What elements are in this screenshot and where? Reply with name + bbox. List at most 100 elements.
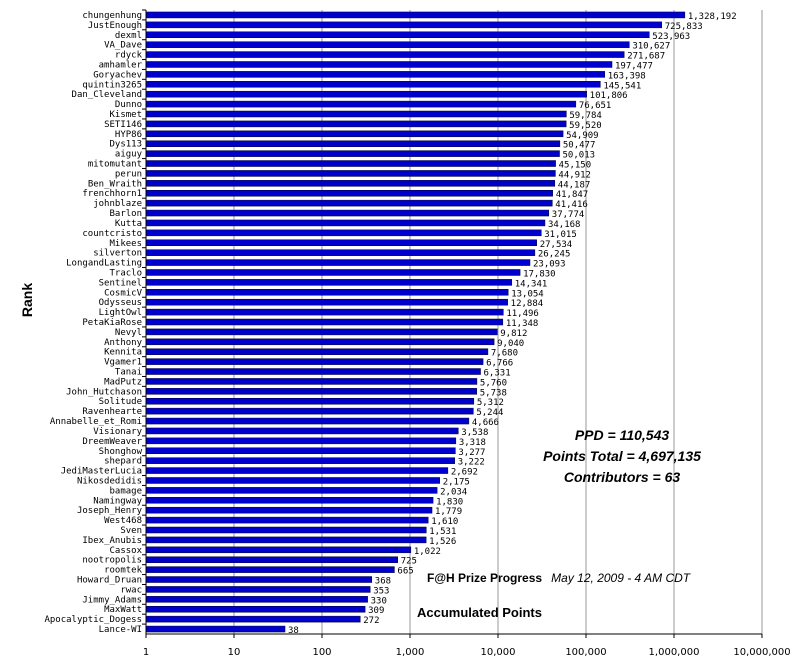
bar bbox=[145, 71, 606, 78]
value-label: 59,784 bbox=[569, 111, 602, 121]
category-label: LightOwl bbox=[99, 308, 142, 318]
bar bbox=[145, 467, 449, 474]
bar bbox=[145, 259, 531, 266]
category-label: Traclo bbox=[109, 268, 142, 278]
bar bbox=[145, 31, 650, 39]
value-label: 1,328,192 bbox=[688, 12, 737, 22]
bar bbox=[145, 130, 564, 138]
category-label: MaxWatt bbox=[104, 605, 142, 615]
category-label: Ibex_Anubis bbox=[82, 536, 142, 546]
category-label: CosmicV bbox=[104, 288, 143, 298]
bar bbox=[145, 497, 434, 504]
value-label: 54,909 bbox=[566, 131, 599, 141]
category-label: Ben_Wraith bbox=[88, 179, 142, 189]
bar bbox=[145, 407, 474, 415]
category-label: Sentinel bbox=[99, 278, 142, 288]
category-label: johnblaze bbox=[93, 199, 142, 209]
bar bbox=[145, 120, 567, 128]
bar bbox=[145, 536, 427, 544]
value-label: 330 bbox=[371, 596, 387, 606]
annotation-points-total: Points Total = 4,697,135 bbox=[543, 448, 701, 464]
x-tick-label: 10 bbox=[228, 647, 241, 658]
category-label: perun bbox=[115, 169, 142, 179]
category-label: Tanai bbox=[115, 368, 142, 378]
x-tick-labels: 1 10 100 1,000 10,000 100,000 1,000,000 10,000,… bbox=[143, 647, 791, 658]
bars bbox=[145, 11, 686, 633]
bar bbox=[145, 249, 536, 256]
value-label: 3,222 bbox=[458, 458, 485, 468]
bar bbox=[145, 625, 286, 633]
value-label: 6,766 bbox=[486, 359, 513, 369]
category-label: Shonghow bbox=[99, 447, 143, 457]
category-label: Kutta bbox=[115, 219, 142, 229]
category-label: SETI146 bbox=[104, 120, 142, 130]
category-label: aiguy bbox=[115, 150, 143, 160]
bar bbox=[145, 516, 429, 524]
category-label: silverton bbox=[93, 249, 142, 259]
bar bbox=[145, 388, 478, 395]
category-label: LongandLasting bbox=[66, 259, 142, 269]
bar bbox=[145, 189, 553, 197]
value-label: 9,040 bbox=[497, 339, 524, 349]
x-axis-title: Accumulated Points bbox=[417, 605, 542, 620]
bar bbox=[145, 219, 546, 227]
bar bbox=[145, 229, 542, 237]
annotation-ppd: PPD = 110,543 bbox=[575, 427, 670, 443]
category-label: amhamler bbox=[99, 60, 143, 70]
category-label: Joseph_Henry bbox=[77, 506, 143, 516]
value-label: 23,093 bbox=[533, 260, 566, 270]
category-labels: chungenhungJustEnoughdexmlVA_Daverdyckam… bbox=[44, 11, 142, 635]
category-label: Goryachev bbox=[93, 70, 142, 80]
value-label: 44,187 bbox=[558, 180, 591, 190]
value-label: 76,651 bbox=[579, 101, 612, 111]
value-label: 38 bbox=[288, 626, 299, 636]
category-label: Jimmy_Adams bbox=[82, 595, 142, 605]
value-label: 310,627 bbox=[632, 42, 670, 52]
y-tick-marks bbox=[142, 9, 146, 625]
bar bbox=[145, 477, 440, 484]
value-labels: 1,328,192725,833523,963310,627271,687197… bbox=[288, 12, 737, 636]
category-label: mitomutant bbox=[88, 160, 142, 170]
value-label: 3,538 bbox=[461, 428, 488, 438]
x-tick-label: 100,000 bbox=[565, 647, 606, 658]
category-label: nootropolis bbox=[82, 556, 142, 566]
category-label: Dan_Cleveland bbox=[72, 90, 142, 100]
category-label: chungenhung bbox=[82, 11, 142, 21]
value-label: 41,416 bbox=[555, 200, 588, 210]
category-label: quintin3265 bbox=[82, 80, 142, 90]
value-label: 1,022 bbox=[414, 547, 441, 557]
value-label: 5,312 bbox=[477, 398, 504, 408]
category-label: Dys113 bbox=[109, 140, 142, 150]
bar bbox=[145, 180, 556, 187]
x-tick-label: 1,000,000 bbox=[649, 647, 700, 658]
bar bbox=[145, 110, 567, 118]
value-label: 197,477 bbox=[615, 61, 653, 71]
value-label: 12,884 bbox=[511, 299, 544, 309]
bar bbox=[145, 615, 361, 623]
bar bbox=[145, 150, 560, 157]
bar bbox=[145, 199, 553, 207]
bar bbox=[145, 417, 470, 425]
value-label: 163,398 bbox=[608, 71, 646, 81]
value-label: 309 bbox=[368, 606, 384, 616]
category-label: Barlon bbox=[109, 209, 142, 219]
bar bbox=[145, 368, 481, 375]
bar bbox=[145, 586, 371, 593]
value-label: 1,830 bbox=[436, 497, 463, 507]
value-label: 26,245 bbox=[538, 250, 571, 260]
value-label: 272 bbox=[363, 616, 379, 626]
bar bbox=[145, 576, 373, 583]
category-label: shepard bbox=[104, 457, 142, 467]
value-label: 368 bbox=[375, 577, 391, 587]
bar bbox=[145, 605, 366, 613]
bar bbox=[145, 170, 556, 177]
value-label: 14,341 bbox=[515, 279, 548, 289]
bar bbox=[145, 269, 521, 276]
category-label: Howard_Druan bbox=[77, 576, 142, 586]
x-tick-label: 100 bbox=[312, 647, 331, 658]
value-label: 5,760 bbox=[480, 378, 507, 388]
value-label: 725,833 bbox=[665, 22, 703, 32]
bar bbox=[145, 239, 537, 247]
value-label: 1,531 bbox=[429, 527, 456, 537]
